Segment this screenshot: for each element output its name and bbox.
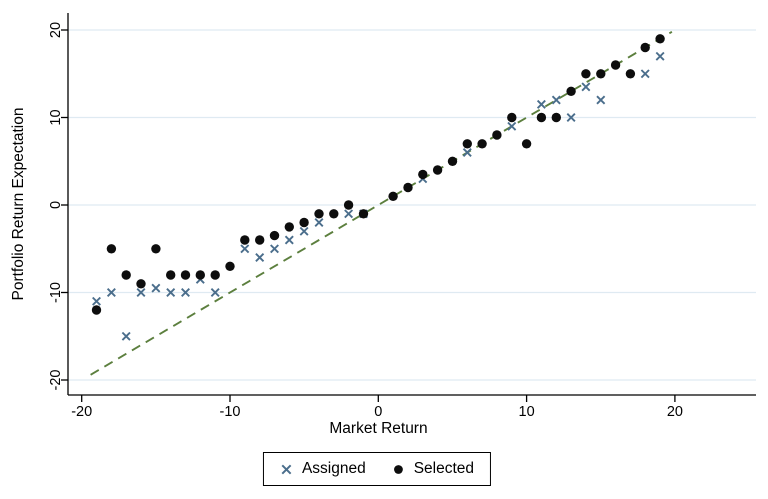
selected-point <box>507 112 517 123</box>
selected-point <box>329 209 339 219</box>
y-axis-title: Portfolio Return Expectation <box>10 107 27 301</box>
selected-point <box>299 217 309 228</box>
y-tick-label: -20 <box>48 370 64 391</box>
selected-point <box>106 244 117 254</box>
selected-point <box>91 305 102 315</box>
assigned-point <box>255 253 265 262</box>
assigned-point <box>284 235 294 245</box>
assigned-point <box>270 244 279 254</box>
assigned-point <box>121 331 131 341</box>
assigned-point <box>640 69 650 79</box>
x-tick-label: -10 <box>220 404 241 420</box>
assigned-point <box>596 95 606 105</box>
x-tick-label: 20 <box>667 404 683 420</box>
selected-point <box>551 112 561 123</box>
selected-point <box>210 270 220 280</box>
assigned-point <box>536 99 546 109</box>
selected-point <box>255 235 265 245</box>
assigned-point <box>106 288 116 297</box>
reference-line <box>90 30 673 376</box>
selected-point <box>314 209 324 219</box>
x-tick-label: -20 <box>71 404 92 420</box>
legend-item-assigned: Assigned <box>280 460 366 478</box>
selected-points <box>91 34 665 315</box>
assigned-point <box>166 288 176 297</box>
selected-point <box>536 112 547 123</box>
assigned-point <box>210 288 220 297</box>
assigned-point <box>314 218 324 227</box>
selected-point <box>121 270 131 280</box>
selected-point <box>136 279 146 289</box>
x-tick-label: 0 <box>374 404 382 420</box>
assigned-point <box>581 82 591 92</box>
selected-point <box>151 244 161 254</box>
selected-point <box>269 230 280 241</box>
selected-point <box>432 165 443 175</box>
selected-dot-icon <box>393 464 403 474</box>
legend-label-assigned: Assigned <box>301 460 366 477</box>
assigned-point <box>299 226 309 236</box>
x-tick-label: 10 <box>519 404 535 420</box>
selected-point <box>596 69 606 79</box>
axes <box>67 13 756 396</box>
assigned-point <box>566 113 576 122</box>
assigned-x-icon <box>281 464 292 474</box>
selected-point <box>566 86 576 97</box>
assigned-point <box>344 209 354 219</box>
selected-point <box>492 130 502 140</box>
y-tick-label: 0 <box>48 201 64 209</box>
y-tick-label: 20 <box>48 22 64 38</box>
selected-point <box>180 270 191 280</box>
selected-point <box>581 69 591 79</box>
assigned-points <box>92 51 665 341</box>
assigned-point <box>462 148 472 157</box>
selected-point <box>521 139 532 149</box>
assigned-point <box>655 51 665 61</box>
legend-item-selected: Selected <box>392 460 474 478</box>
selected-point <box>640 42 650 53</box>
selected-point <box>610 60 621 70</box>
selected-point <box>195 270 205 280</box>
selected-point <box>240 235 250 245</box>
assigned-point <box>240 244 250 254</box>
y-tick-label: 10 <box>48 109 64 125</box>
selected-point <box>403 182 413 193</box>
selected-point <box>225 261 235 271</box>
assigned-point <box>507 121 517 131</box>
assigned-point <box>92 296 101 306</box>
selected-point <box>655 34 665 44</box>
legend-label-selected: Selected <box>413 460 475 477</box>
selected-point <box>343 200 354 210</box>
assigned-point <box>181 288 190 297</box>
x-axis-title: Market Return <box>329 420 428 437</box>
selected-point <box>447 156 458 166</box>
selected-point <box>388 191 398 201</box>
gridlines <box>68 29 756 381</box>
y-tick-label: -10 <box>48 282 64 303</box>
assigned-point <box>151 283 161 293</box>
selected-point <box>358 209 369 219</box>
selected-point <box>284 222 294 232</box>
selected-point <box>462 139 472 149</box>
legend: Assigned Selected <box>262 452 492 486</box>
selected-point <box>166 270 176 280</box>
assigned-point <box>551 95 561 105</box>
tick-labels: 20 10 0 -10 -20 -20 -10 0 10 20 <box>48 22 683 420</box>
selected-point <box>418 169 428 180</box>
assigned-point <box>136 288 146 297</box>
selected-point <box>625 69 636 79</box>
selected-point <box>477 139 487 149</box>
